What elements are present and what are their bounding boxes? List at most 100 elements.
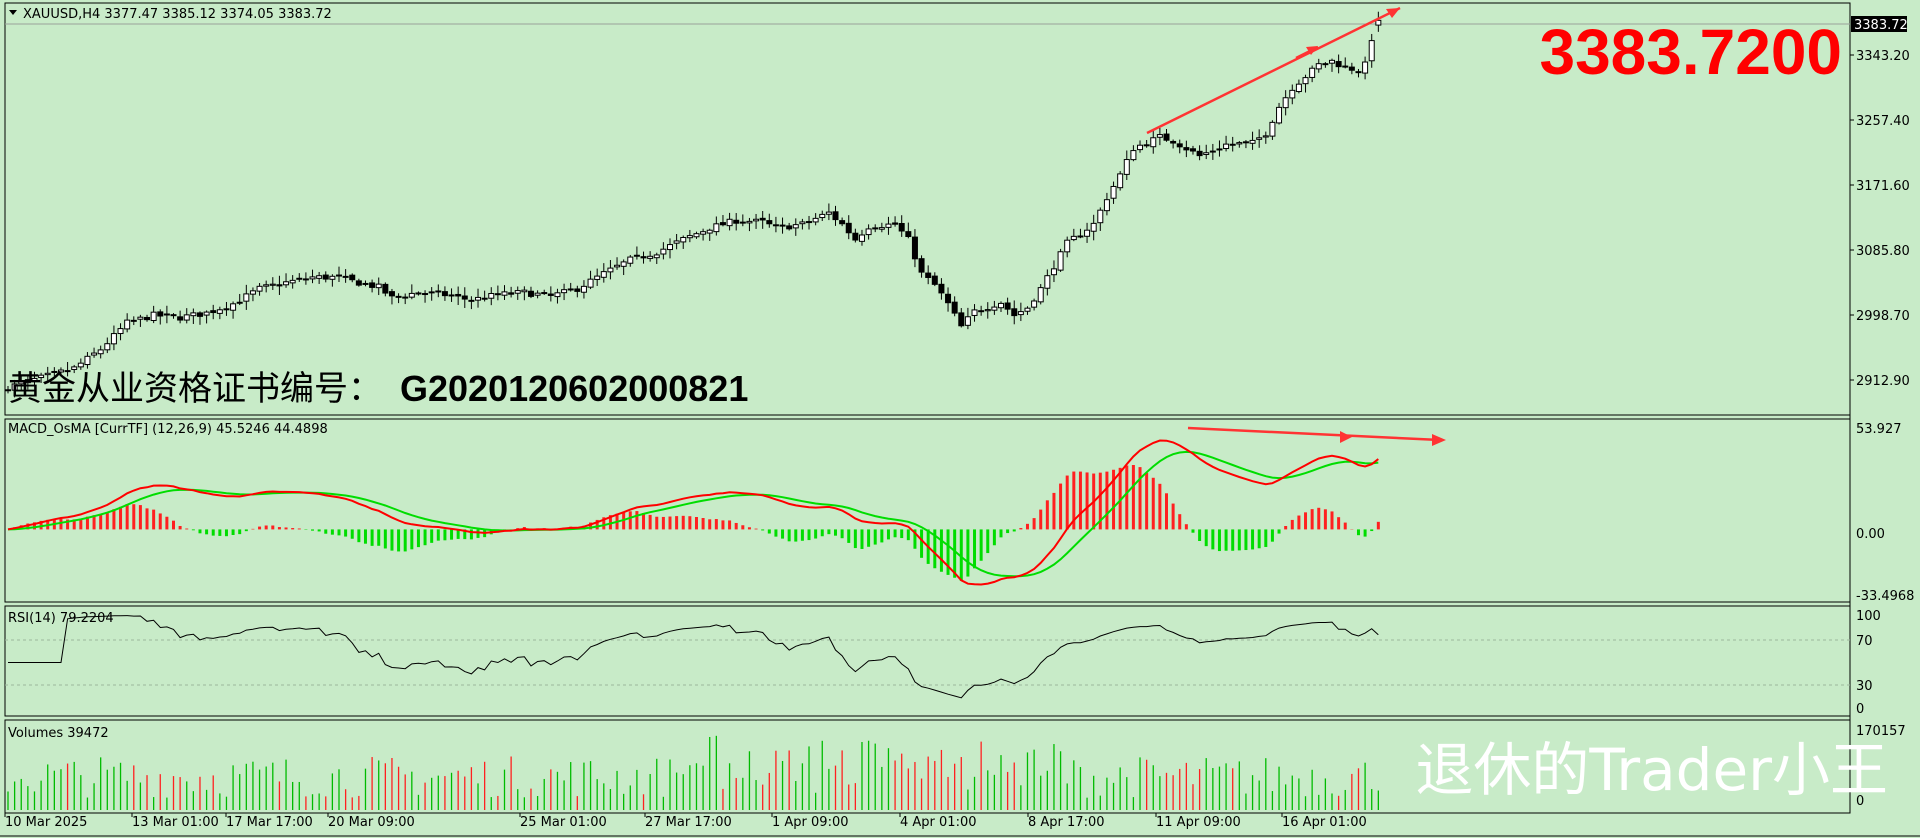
candle — [210, 304, 217, 320]
candle — [653, 252, 660, 264]
candle — [302, 272, 309, 285]
candle — [561, 283, 568, 301]
candle — [1196, 145, 1203, 161]
candle — [1256, 129, 1263, 148]
collapse-triangle-icon[interactable] — [9, 10, 17, 15]
candle — [1362, 56, 1369, 80]
trend-arrow-price — [1146, 6, 1401, 135]
candle — [5, 386, 11, 394]
candle — [1137, 140, 1144, 153]
candle — [726, 212, 733, 231]
candle — [336, 266, 342, 282]
candle — [819, 210, 826, 221]
candle — [1229, 136, 1236, 152]
candle — [1216, 140, 1223, 157]
candle — [521, 286, 528, 301]
candle — [739, 214, 746, 227]
candle — [719, 215, 726, 227]
candle — [508, 286, 515, 298]
candle — [382, 282, 389, 297]
candle — [812, 213, 819, 226]
rsi-pane[interactable] — [4, 605, 1851, 717]
candle — [1143, 139, 1150, 148]
candle — [203, 310, 210, 324]
macd-pane[interactable] — [4, 418, 1851, 603]
time-axis-tick: 25 Mar 01:00 — [520, 815, 607, 830]
trend-arrow-macd — [1187, 426, 1446, 446]
candle — [1097, 207, 1104, 231]
candle — [898, 215, 905, 237]
candle — [792, 218, 799, 236]
candle — [322, 271, 329, 283]
candle — [289, 275, 296, 289]
candle — [428, 287, 435, 301]
candle — [388, 288, 395, 305]
macd-signal-line — [7, 450, 1379, 578]
candle — [349, 273, 356, 283]
candle — [779, 217, 786, 234]
axis-ticks-layer: 3343.20 3257.40 3171.60 3085.80 2998.70 2912.… — [4, 49, 1914, 830]
last-price-label: 3383.72 — [1854, 18, 1908, 33]
macd-axis-tick: 53.927 — [1856, 422, 1902, 437]
candle — [786, 222, 793, 231]
time-axis-tick: 17 Mar 17:00 — [226, 815, 313, 830]
candle — [1123, 150, 1130, 181]
candle — [1117, 171, 1124, 191]
big-price-label: 3383.7200 — [1539, 16, 1842, 88]
candle — [1322, 62, 1329, 68]
candle — [547, 286, 554, 302]
candle — [283, 273, 290, 288]
candle — [633, 246, 640, 260]
candle — [1110, 181, 1117, 204]
candle — [163, 305, 170, 324]
rsi-layer — [8, 615, 1379, 699]
candle — [667, 238, 673, 259]
candle — [256, 283, 263, 296]
candle — [680, 235, 687, 249]
candle — [1084, 222, 1091, 243]
candle — [329, 274, 336, 287]
candle — [144, 314, 151, 322]
candle — [1355, 68, 1362, 78]
candle — [408, 284, 415, 300]
candle — [1077, 228, 1084, 239]
candle — [104, 337, 111, 354]
candle — [600, 263, 607, 283]
candle — [587, 270, 594, 290]
candle — [97, 345, 104, 359]
candle — [772, 216, 779, 233]
candle — [269, 277, 276, 291]
candle — [640, 251, 647, 264]
candle — [1044, 269, 1051, 296]
candle — [733, 213, 740, 231]
candle — [137, 314, 144, 327]
candle — [170, 313, 177, 319]
candle — [230, 301, 237, 319]
macd-axis-tick: 0.00 — [1856, 527, 1885, 542]
candle — [1375, 11, 1382, 32]
candle — [1103, 192, 1110, 216]
candle — [892, 216, 899, 227]
time-axis-tick: 10 Mar 2025 — [5, 815, 87, 830]
candle — [1335, 54, 1342, 74]
candle — [1037, 284, 1044, 305]
candle — [51, 367, 58, 377]
candle — [150, 305, 157, 324]
candle — [700, 228, 707, 241]
candle — [1156, 127, 1163, 146]
time-axis-tick: 11 Apr 09:00 — [1156, 815, 1241, 830]
candle — [958, 308, 965, 328]
time-axis-tick: 13 Mar 01:00 — [132, 815, 219, 830]
candle — [852, 228, 859, 243]
candle — [177, 310, 184, 324]
time-axis-tick: 8 Apr 17:00 — [1028, 815, 1105, 830]
candle — [872, 224, 879, 233]
volume-axis-tick: 0 — [1856, 794, 1864, 809]
candle — [223, 301, 230, 316]
candle — [1150, 129, 1157, 154]
candle — [117, 323, 124, 341]
candle — [190, 308, 197, 324]
candle — [1348, 62, 1355, 75]
candle — [1289, 84, 1296, 105]
candle — [911, 229, 918, 268]
